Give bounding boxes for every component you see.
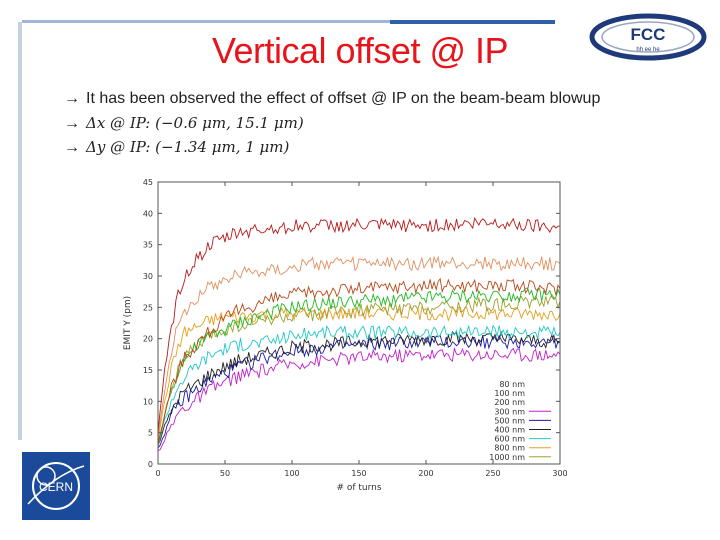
- top-rule-dark: [390, 20, 555, 24]
- bullet-item: → Δy @ IP: (−1.34 μm, 1 μm): [64, 136, 600, 160]
- legend-label: 500 nm: [494, 416, 525, 425]
- left-rule: [18, 22, 22, 440]
- bullet-list: → It has been observed the effect of offs…: [64, 88, 600, 160]
- y-axis-label: EMIT Y (pm): [123, 296, 133, 350]
- y-tick-label: 30: [143, 272, 153, 281]
- arrow-icon: →: [64, 115, 80, 132]
- series-lines: [157, 216, 561, 454]
- series-line: [157, 324, 561, 447]
- x-tick-label: 50: [220, 469, 230, 478]
- cern-logo-ring: [32, 462, 80, 510]
- legend-label: 100 nm: [494, 389, 525, 398]
- series-line: [157, 293, 561, 448]
- series-line: [157, 346, 561, 452]
- x-tick-label: 250: [485, 469, 500, 478]
- legend-label: 1000 nm: [489, 453, 525, 462]
- legend-label: 300 nm: [494, 407, 525, 416]
- series-line: [157, 287, 561, 444]
- series-line: [157, 255, 561, 439]
- fcc-logo: FCC hh ee he: [589, 13, 707, 61]
- y-tick-label: 20: [143, 335, 153, 344]
- x-tick-label: 150: [351, 469, 366, 478]
- bullet-text: It has been observed the effect of offse…: [86, 90, 601, 107]
- series-line: [157, 216, 561, 433]
- legend-label: 80 nm: [499, 380, 525, 389]
- y-tick-label: 15: [143, 366, 153, 375]
- y-tick-label: 0: [148, 460, 153, 469]
- cern-logo-text: CERN: [39, 480, 73, 494]
- fcc-logo-subtext: hh ee he: [636, 47, 660, 53]
- y-tick-label: 35: [143, 241, 153, 250]
- series-line: [157, 330, 561, 446]
- y-tick-label: 25: [143, 303, 153, 312]
- y-tick-label: 45: [143, 178, 153, 187]
- arrow-icon: →: [64, 139, 80, 156]
- bullet-item: → Δx @ IP: (−0.6 μm, 15.1 μm): [64, 112, 600, 136]
- legend-label: 800 nm: [494, 444, 525, 453]
- legend-background: [480, 375, 560, 459]
- fcc-logo-inner: [601, 21, 695, 53]
- y-ticks: 0 5 10 15 20 25 30 35 40 45: [143, 178, 560, 469]
- series-line: [157, 346, 561, 454]
- legend-label: 200 nm: [494, 398, 525, 407]
- bullet-item: → It has been observed the effect of offs…: [64, 88, 600, 112]
- series-line: [157, 346, 561, 451]
- cern-logo-curve: [27, 465, 85, 505]
- x-tick-label: 300: [552, 469, 567, 478]
- series-line: [157, 277, 561, 444]
- x-tick-label: 200: [418, 469, 433, 478]
- x-ticks: 0 50 100 150 200 250 300: [155, 182, 568, 478]
- y-tick-label: 40: [143, 209, 153, 218]
- y-tick-label: 5: [148, 429, 153, 438]
- x-axis-label: # of turns: [336, 483, 381, 493]
- slide-title: Vertical offset @ IP: [211, 30, 509, 71]
- fcc-logo-text: FCC: [631, 25, 666, 44]
- fcc-logo-ring: [589, 13, 707, 61]
- legend-label: 600 nm: [494, 435, 525, 444]
- cern-logo: CERN: [22, 452, 90, 520]
- emittance-chart: 0 50 100 150 200 250 300 0 5 10 15 20 25 30 35 40 45 80…: [123, 178, 568, 493]
- legend-panel: [480, 375, 560, 459]
- cern-logo-ring-small: [36, 466, 56, 486]
- bullet-text: Δx @ IP: (−0.6 μm, 15.1 μm): [86, 114, 304, 132]
- top-rule-light: [22, 20, 390, 23]
- arrow-icon: →: [64, 90, 80, 107]
- y-tick-label: 10: [143, 397, 153, 406]
- legend-label: 400 nm: [494, 426, 525, 435]
- bullet-text: Δy @ IP: (−1.34 μm, 1 μm): [86, 138, 290, 156]
- x-tick-label: 100: [284, 469, 299, 478]
- x-tick-label: 0: [155, 469, 160, 478]
